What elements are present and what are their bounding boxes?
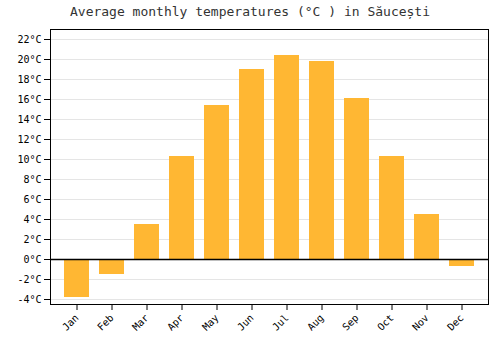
svg-text:Mar: Mar [130, 312, 151, 333]
svg-text:0°C: 0°C [23, 254, 41, 265]
svg-text:Jul: Jul [270, 312, 291, 333]
svg-text:Dec: Dec [445, 312, 466, 333]
svg-text:Sep: Sep [340, 312, 361, 333]
svg-text:Jan: Jan [60, 312, 81, 333]
svg-text:12°C: 12°C [17, 134, 41, 145]
svg-text:Apr: Apr [165, 312, 186, 333]
svg-text:-4°C: -4°C [17, 294, 41, 305]
svg-text:10°C: 10°C [17, 154, 41, 165]
html-text:Average monthly temperatures (: Average monthly temperatures (°C ) in Să… [70, 4, 430, 19]
svg-text:May: May [200, 312, 221, 333]
svg-text:Feb: Feb [95, 312, 116, 333]
svg-text:6°C: 6°C [23, 194, 41, 205]
svg-text:Aug: Aug [305, 312, 326, 333]
svg-text:14°C: 14°C [17, 114, 41, 125]
svg-text:8°C: 8°C [23, 174, 41, 185]
svg-text:22°C: 22°C [17, 34, 41, 45]
svg-text:20°C: 20°C [17, 54, 41, 65]
svg-text:2°C: 2°C [23, 234, 41, 245]
svg-text:-2°C: -2°C [17, 274, 41, 285]
svg-text:16°C: 16°C [17, 94, 41, 105]
svg-text:Nov: Nov [410, 312, 431, 333]
svg-text:Oct: Oct [375, 312, 396, 333]
svg-text:Jun: Jun [235, 312, 256, 333]
svg-text:4°C: 4°C [23, 214, 41, 225]
svg-text:18°C: 18°C [17, 74, 41, 85]
